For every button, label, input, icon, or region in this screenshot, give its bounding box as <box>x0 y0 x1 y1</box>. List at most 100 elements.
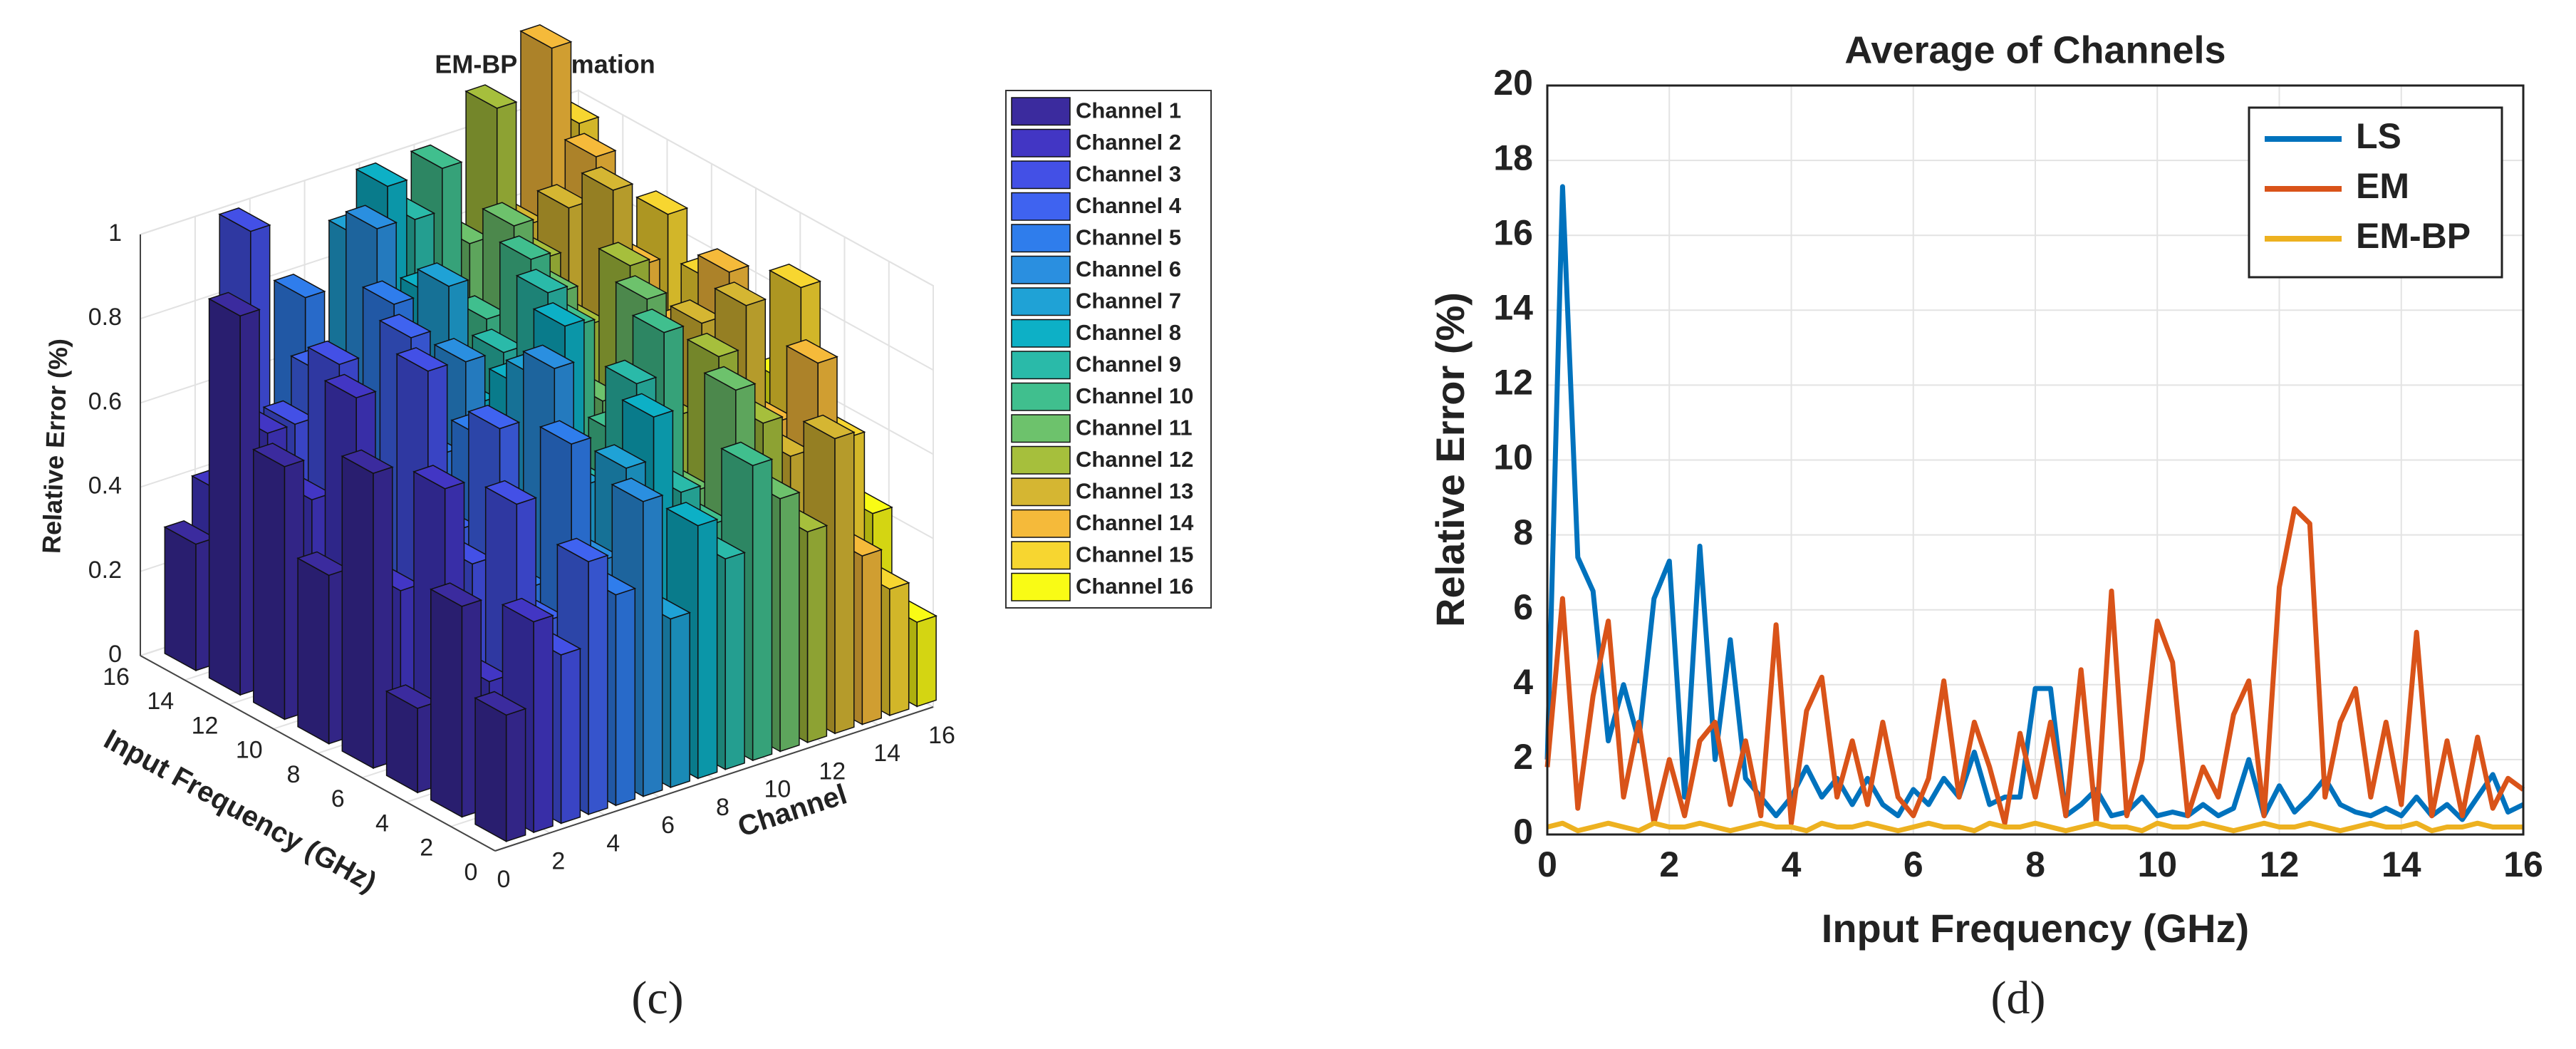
x-axis <box>494 706 934 852</box>
legend-label: Channel 5 <box>1076 224 1181 249</box>
bar-top <box>720 441 774 467</box>
legend-label: Channel 7 <box>1076 288 1181 313</box>
legend-label: Channel 2 <box>1076 130 1181 155</box>
legend-swatch <box>1011 445 1071 475</box>
x-tick-label: 12 <box>819 758 846 785</box>
legend-label: Channel 9 <box>1076 351 1181 376</box>
legend-box <box>2248 106 2503 279</box>
bar-top <box>410 144 463 170</box>
chart-title: Average of Channels <box>1844 29 2226 71</box>
x-tick-label: 0 <box>497 866 511 893</box>
legend-swatch <box>1011 541 1071 570</box>
x-tick-label: 16 <box>2503 844 2543 884</box>
y-tick-label: 8 <box>1513 512 1533 552</box>
x-tick-label: 0 <box>1537 844 1557 884</box>
legend-swatch <box>1011 97 1071 126</box>
legend-label: Channel 13 <box>1076 478 1193 503</box>
bar-top <box>631 308 685 334</box>
bar-top <box>515 269 568 294</box>
line-series <box>1547 820 2523 834</box>
panel-caption: (c) <box>631 972 683 1024</box>
x-tick-label: 6 <box>1904 844 1923 884</box>
legend-swatch <box>1011 192 1071 221</box>
legend-label: Channel 6 <box>1076 257 1181 281</box>
z-tick-label: 0.6 <box>88 388 122 415</box>
x-tick-label: 8 <box>2025 844 2045 884</box>
bar-face <box>533 614 554 834</box>
legend-label: EM-BP <box>2356 216 2471 256</box>
legend-swatch <box>1011 319 1071 348</box>
legend-label: Channel 11 <box>1076 415 1193 440</box>
legend-label: Channel 3 <box>1076 161 1181 186</box>
x-tick-label: 10 <box>2137 844 2177 884</box>
z-tick-label: 0.4 <box>88 472 122 500</box>
y-tick-label: 2 <box>1513 737 1533 777</box>
y-tick-label: 4 <box>1513 662 1533 702</box>
bar-top <box>474 691 527 716</box>
bar-face <box>430 588 463 818</box>
bar-top <box>433 338 487 363</box>
bar-face <box>724 552 745 770</box>
bar-top <box>498 235 552 260</box>
bar <box>341 449 394 770</box>
legend-swatch <box>1011 382 1071 411</box>
bar-top <box>464 84 518 109</box>
bar-top <box>361 280 415 305</box>
bar-top <box>341 449 394 475</box>
bar-top <box>532 301 586 327</box>
panel-caption: (d) <box>1991 972 2046 1024</box>
y-tick-label: 10 <box>236 737 263 764</box>
legend-swatch <box>1011 287 1071 316</box>
z-tick-label: 0.2 <box>88 557 122 584</box>
bar-top <box>471 329 524 353</box>
legend-label: Channel 1 <box>1076 98 1181 123</box>
bar-top <box>713 281 767 306</box>
legend-label: Channel 8 <box>1076 320 1181 345</box>
bar-face <box>697 518 718 780</box>
bar-top <box>665 502 719 527</box>
bar-top <box>521 344 576 369</box>
bar-top <box>378 314 432 339</box>
y-tick-label: 2 <box>420 834 433 862</box>
y-tick-label: 16 <box>1493 212 1533 252</box>
y-tick-label: 6 <box>1513 587 1533 627</box>
bar-top <box>273 273 326 299</box>
bar-top <box>564 133 617 157</box>
bar <box>385 684 438 794</box>
bar-face <box>341 455 374 770</box>
y-tick-label: 6 <box>331 785 345 812</box>
z-tick-label: 0 <box>108 641 122 668</box>
plot-frame <box>1546 84 2525 836</box>
bar <box>163 520 217 672</box>
bar-top <box>614 275 668 300</box>
bar-top <box>556 537 609 563</box>
x-tick-label: 2 <box>1659 844 1679 884</box>
bar-top <box>519 24 573 49</box>
bar-face <box>297 557 330 745</box>
bar <box>474 691 527 842</box>
bar-face <box>861 549 882 725</box>
bar-top <box>395 347 449 372</box>
x-tick-label: 12 <box>2260 844 2300 884</box>
bar-top <box>467 404 521 430</box>
bar-top <box>581 166 634 191</box>
z-tick-label: 0.8 <box>88 304 122 331</box>
bar-top <box>703 366 757 391</box>
legend-label: Channel 4 <box>1076 193 1182 218</box>
bar-top <box>621 393 675 418</box>
x-tick-label: 6 <box>661 812 675 839</box>
y-tick-label: 12 <box>1493 363 1533 403</box>
x-tick-label: 4 <box>606 830 620 857</box>
legend-swatch <box>1011 128 1071 157</box>
bar-top <box>598 242 651 267</box>
y-tick-label: 0 <box>1513 812 1533 852</box>
y-tick-label: 4 <box>375 810 389 837</box>
y-tick-label: 0 <box>464 859 478 886</box>
legend-label: LS <box>2356 116 2401 156</box>
bar-top <box>802 414 856 440</box>
legend-label: Channel 15 <box>1076 542 1193 567</box>
legend-label: Channel 10 <box>1076 383 1193 408</box>
legend-swatch <box>1011 160 1071 190</box>
y-tick-label: 14 <box>147 688 174 715</box>
y-axis <box>140 655 496 852</box>
